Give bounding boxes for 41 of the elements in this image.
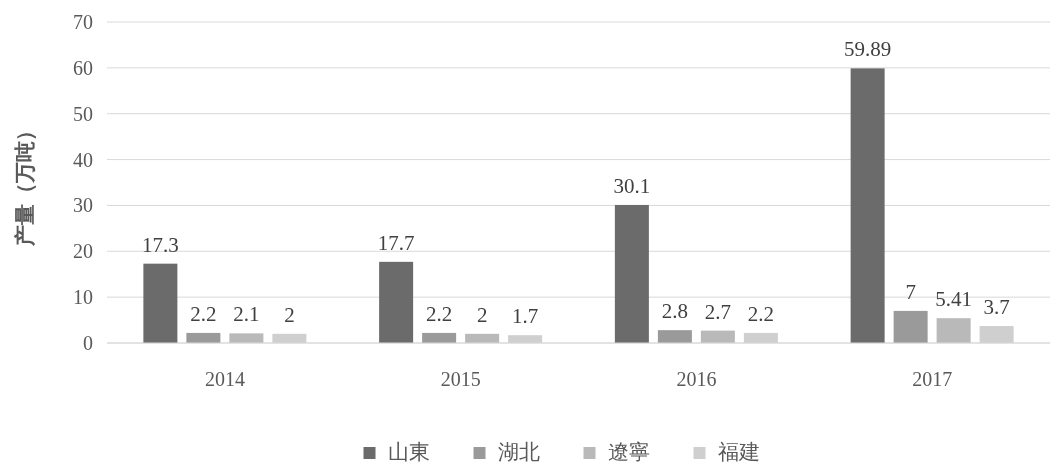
data-label: 2.2 (190, 301, 217, 326)
legend-label: 遼寧 (607, 440, 650, 464)
x-tick-label: 2016 (676, 368, 717, 390)
data-label: 2.1 (233, 302, 260, 327)
data-label: 17.7 (377, 230, 415, 255)
y-tick-label: 50 (73, 102, 93, 125)
y-axis-title: 产量（万吨） (13, 119, 37, 247)
data-label: 7 (905, 279, 916, 304)
data-label: 2.2 (747, 301, 774, 326)
data-label: 1.7 (512, 304, 539, 329)
legend-label: 湖北 (497, 440, 540, 464)
legend-label: 福建 (717, 440, 760, 464)
y-tick-label: 30 (73, 194, 93, 217)
y-tick-label: 40 (73, 148, 93, 171)
data-label: 17.3 (142, 232, 179, 257)
legend-label: 山東 (387, 440, 430, 464)
bar (614, 204, 649, 343)
data-label: 2 (284, 302, 295, 327)
bar (143, 263, 178, 343)
x-tick-label: 2014 (204, 368, 245, 390)
bar (657, 330, 692, 343)
data-label: 3.7 (983, 295, 1010, 320)
bar (936, 318, 971, 343)
x-tick-label: 2015 (440, 368, 481, 390)
data-label: 30.1 (613, 173, 651, 198)
y-tick-label: 10 (73, 286, 93, 309)
y-tick-label: 60 (73, 56, 93, 79)
bar (850, 68, 885, 343)
y-tick-label: 0 (83, 332, 93, 354)
data-label: 2.8 (661, 299, 688, 324)
data-label: 5.41 (935, 287, 972, 312)
bar (893, 310, 928, 343)
bar (229, 333, 264, 343)
data-label: 59.89 (844, 37, 892, 62)
data-label: 2 (476, 302, 488, 327)
x-tick-label: 2017 (912, 368, 953, 390)
y-tick-label: 70 (73, 11, 93, 33)
data-label: 2.2 (426, 301, 453, 326)
data-label: 2.7 (704, 299, 731, 324)
y-tick-label: 20 (73, 240, 93, 263)
bar (379, 261, 414, 343)
